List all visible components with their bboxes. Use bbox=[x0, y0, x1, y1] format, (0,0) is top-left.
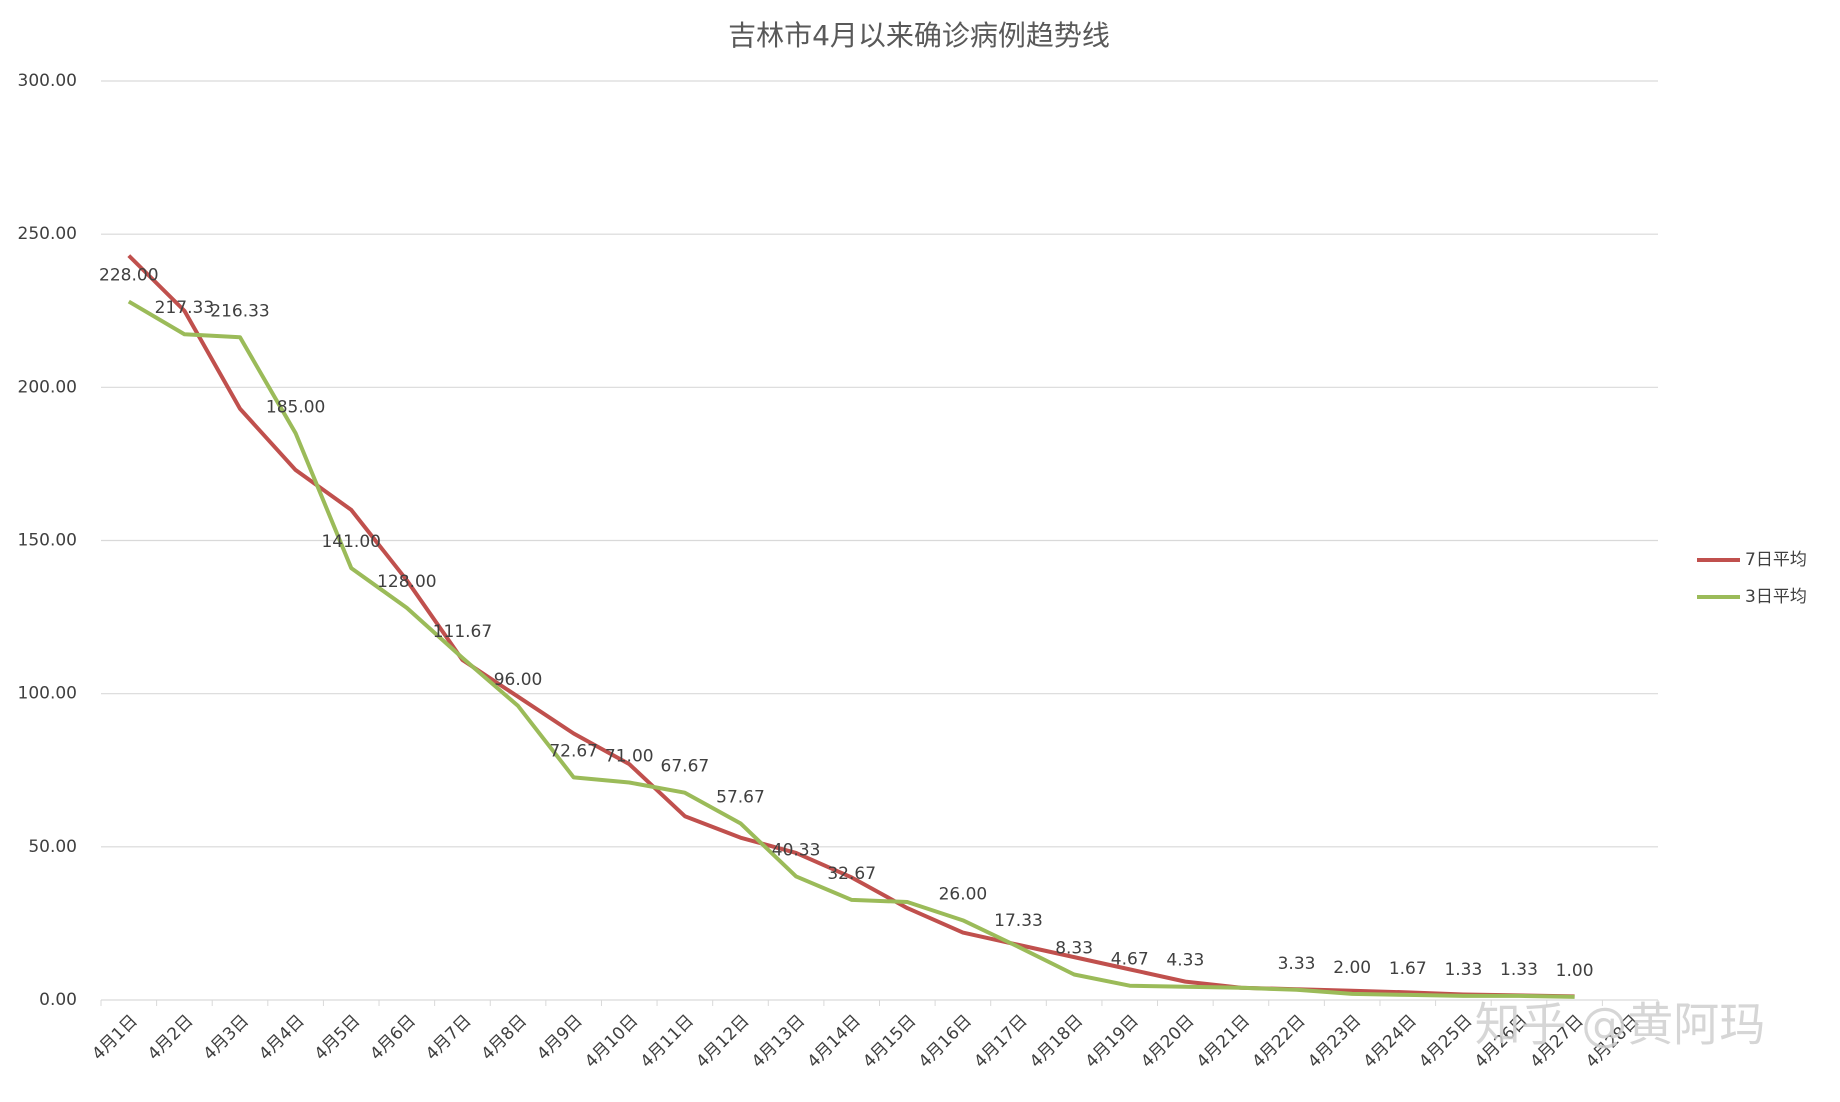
series-line bbox=[127, 299, 1575, 999]
data-label: 40.33 bbox=[772, 840, 821, 860]
y-tick-label: 250.00 bbox=[18, 224, 77, 244]
legend-label: 7日平均 bbox=[1745, 550, 1807, 570]
data-label: 17.33 bbox=[994, 911, 1043, 931]
data-label: 1.33 bbox=[1444, 960, 1482, 980]
data-label: 96.00 bbox=[494, 670, 543, 690]
data-label: 3.33 bbox=[1278, 954, 1316, 974]
data-label: 26.00 bbox=[939, 884, 988, 904]
data-label: 1.00 bbox=[1556, 961, 1594, 981]
data-label: 4.67 bbox=[1111, 950, 1149, 970]
data-label: 71.00 bbox=[605, 747, 654, 767]
data-label: 57.67 bbox=[716, 787, 765, 807]
legend-label: 3日平均 bbox=[1745, 587, 1807, 607]
y-tick-label: 300.00 bbox=[18, 71, 77, 91]
data-label: 8.33 bbox=[1055, 938, 1093, 958]
data-label: 217.33 bbox=[155, 298, 214, 318]
series-line bbox=[127, 254, 1575, 999]
watermark: 知乎 @黄阿玛 bbox=[1475, 998, 1766, 1052]
y-tick-label: 0.00 bbox=[39, 990, 77, 1010]
data-label: 32.67 bbox=[827, 864, 876, 884]
y-tick-label: 150.00 bbox=[18, 531, 77, 551]
y-tick-label: 200.00 bbox=[18, 377, 77, 397]
data-label: 228.00 bbox=[99, 266, 158, 286]
y-tick-label: 50.00 bbox=[28, 837, 77, 857]
y-tick-label: 100.00 bbox=[18, 684, 77, 704]
data-label: 128.00 bbox=[377, 572, 436, 592]
data-label: 111.67 bbox=[433, 622, 492, 642]
data-label: 1.33 bbox=[1500, 960, 1538, 980]
data-label: 4.33 bbox=[1166, 951, 1204, 971]
chart-title: 吉林市4月以来确诊病例趋势线 bbox=[728, 19, 1110, 52]
data-label: 141.00 bbox=[321, 532, 380, 552]
data-label: 67.67 bbox=[661, 757, 710, 777]
data-label: 1.67 bbox=[1389, 959, 1427, 979]
data-label: 216.33 bbox=[210, 301, 269, 321]
data-label: 2.00 bbox=[1333, 958, 1371, 978]
data-label: 185.00 bbox=[266, 397, 325, 417]
data-label: 72.67 bbox=[549, 741, 598, 761]
